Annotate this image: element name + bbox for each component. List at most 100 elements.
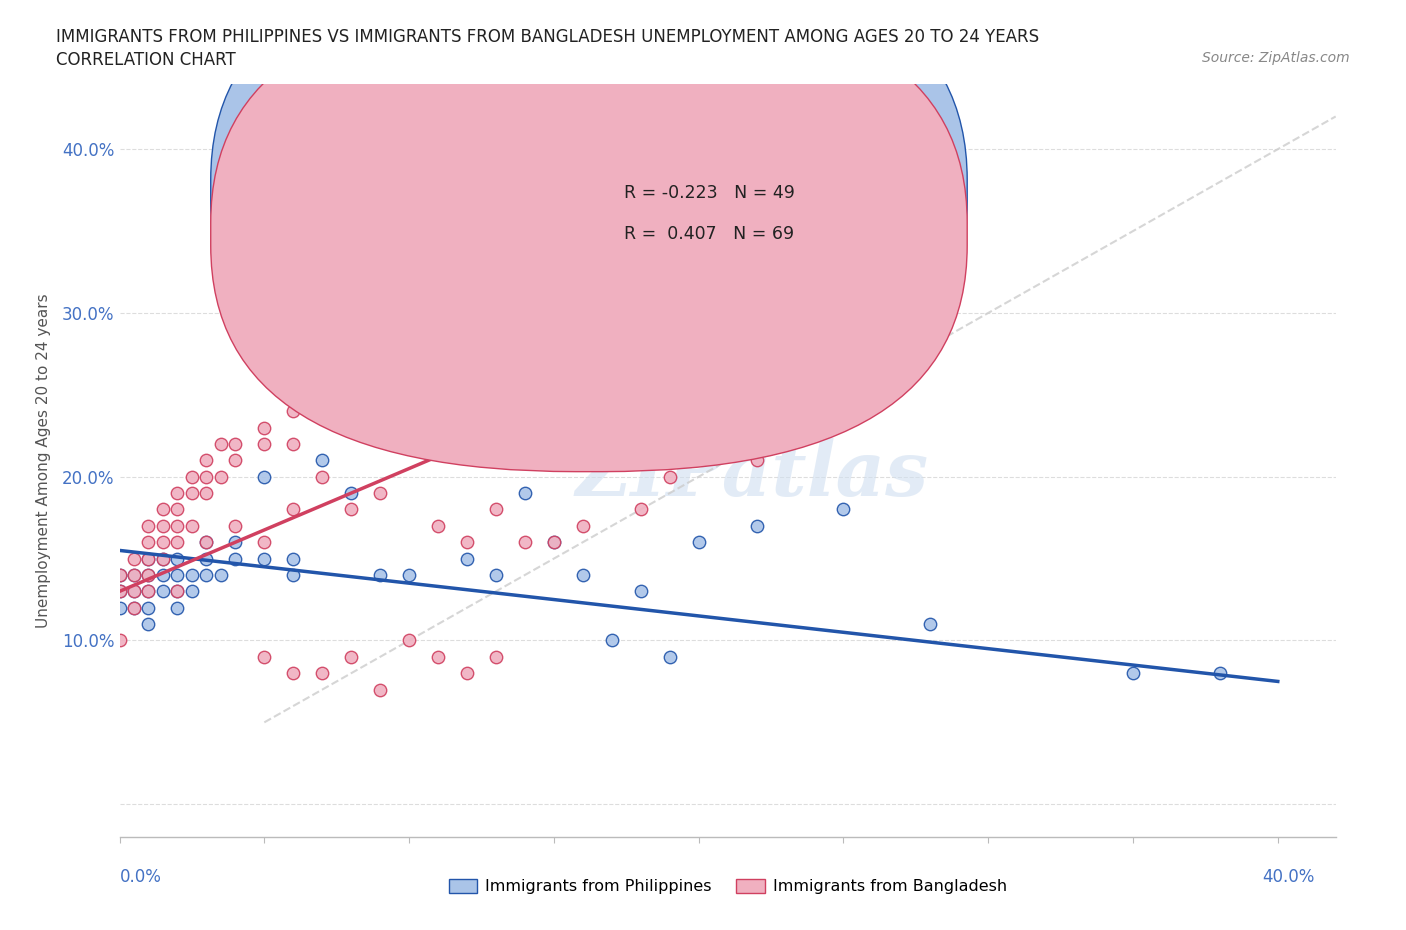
Point [138,551,160,566]
Point [340,649,363,664]
Point [253,649,276,664]
Point [253,470,276,485]
Point [138,584,160,599]
Point [166,485,188,500]
Point [427,436,450,451]
Point [485,567,508,582]
Point [180,470,202,485]
Point [398,354,420,369]
FancyBboxPatch shape [211,0,967,429]
Point [152,502,174,517]
Point [108,633,131,648]
Point [398,436,420,451]
Point [398,633,420,648]
Text: ZIPatlas: ZIPatlas [575,438,928,512]
Point [122,584,145,599]
FancyBboxPatch shape [557,174,904,276]
Point [166,535,188,550]
Text: R =  0.407   N = 69: R = 0.407 N = 69 [624,225,794,244]
Point [195,551,218,566]
Point [572,518,595,533]
Point [543,535,565,550]
Point [427,518,450,533]
Point [122,567,145,582]
Point [224,453,246,468]
Point [688,420,710,435]
Text: R = -0.223   N = 49: R = -0.223 N = 49 [624,184,796,202]
Point [658,470,681,485]
Point [152,551,174,566]
Point [108,567,131,582]
Point [138,584,160,599]
Point [283,551,305,566]
Point [1209,666,1232,681]
Point [224,518,246,533]
Text: IMMIGRANTS FROM PHILIPPINES VS IMMIGRANTS FROM BANGLADESH UNEMPLOYMENT AMONG AGE: IMMIGRANTS FROM PHILIPPINES VS IMMIGRANT… [56,28,1039,46]
Text: CORRELATION CHART: CORRELATION CHART [56,51,236,69]
Point [572,567,595,582]
Point [253,436,276,451]
Point [152,551,174,566]
Point [398,567,420,582]
Point [224,436,246,451]
Point [920,617,942,631]
Point [195,535,218,550]
Point [180,485,202,500]
Point [745,453,768,468]
Point [195,470,218,485]
Point [138,551,160,566]
Point [311,453,333,468]
Point [543,535,565,550]
Point [209,470,232,485]
Point [368,485,391,500]
Point [166,518,188,533]
Point [311,388,333,403]
Point [283,404,305,418]
Point [340,502,363,517]
Point [195,535,218,550]
Point [745,518,768,533]
Point [166,551,188,566]
Point [108,584,131,599]
Point [138,600,160,615]
Point [122,600,145,615]
Point [340,404,363,418]
Y-axis label: Unemployment Among Ages 20 to 24 years: Unemployment Among Ages 20 to 24 years [37,293,51,628]
Point [166,567,188,582]
Point [340,485,363,500]
Point [166,502,188,517]
Point [513,485,536,500]
Point [209,436,232,451]
Point [152,584,174,599]
Point [138,535,160,550]
Point [152,518,174,533]
Point [138,567,160,582]
Point [253,535,276,550]
Text: 0.0%: 0.0% [120,868,162,886]
Point [600,633,623,648]
Point [253,551,276,566]
Point [283,567,305,582]
Point [283,666,305,681]
Point [832,502,855,517]
Point [600,436,623,451]
Point [630,502,652,517]
Point [311,666,333,681]
Point [253,420,276,435]
Point [195,453,218,468]
Point [195,567,218,582]
Point [180,584,202,599]
Point [283,436,305,451]
Point [152,567,174,582]
Point [195,485,218,500]
Point [513,535,536,550]
Point [297,388,319,403]
Point [166,600,188,615]
Point [138,617,160,631]
Point [138,518,160,533]
Point [122,567,145,582]
FancyBboxPatch shape [211,0,967,472]
Point [108,600,131,615]
Point [209,567,232,582]
Point [456,666,478,681]
